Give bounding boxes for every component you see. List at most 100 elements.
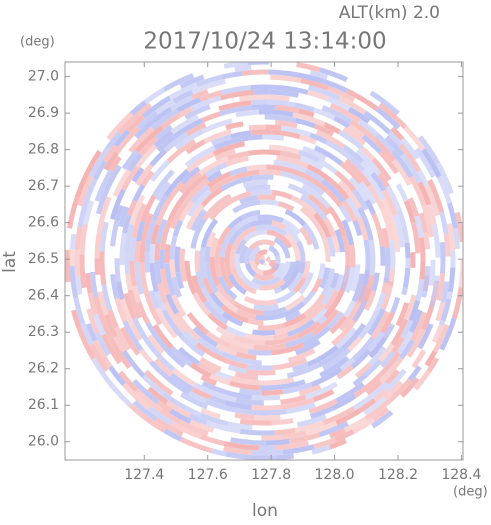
echo-segment [152,244,153,263]
echo-segment [249,127,266,128]
echo-segment [240,421,272,423]
echo-segment [320,264,323,279]
echo-segment [426,233,428,250]
echo-segment [253,411,286,413]
echo-segment [256,316,278,318]
x-tick-label: 128.2 [378,467,418,483]
echo-segment [246,371,275,373]
y-tick-label: 26.7 [28,178,59,194]
echo-segment [251,102,268,103]
echo-segment [248,152,280,153]
echo-segment [172,259,174,277]
echo-segment [391,240,393,269]
echo-segment [390,269,392,285]
y-tick-label: 27.0 [28,69,59,85]
echo-segment [261,437,282,438]
echo-segment [254,346,286,348]
echo-segment [248,351,271,353]
y-tick-label: 26.5 [28,251,59,267]
echo-segment [127,254,128,274]
echo-segment [236,400,264,403]
y-tick-label: 26.4 [28,288,59,304]
x-tick-label: 127.6 [188,467,228,483]
echo-segment [272,421,293,423]
echo-segment [251,132,272,133]
echo-segment [67,250,68,282]
echo-segment [257,197,275,198]
echo-segment [257,254,259,264]
echo-segment [246,336,273,338]
echo-segment [77,227,80,249]
x-tick-label: 127.8 [251,467,291,483]
echo-segment [132,261,135,286]
echo-segment [442,242,443,273]
echo-segment [386,248,388,283]
y-tick-label: 26.3 [28,324,59,340]
echo-segment [382,246,383,265]
y-tick-label: 26.6 [28,215,59,231]
echo-segment [157,243,158,260]
echo-segment [87,273,90,293]
echo-segment [421,238,423,261]
echo-segment [128,274,131,290]
echo-segment [254,417,281,418]
echo-segment [262,242,274,245]
echo-segment [232,250,234,267]
echo-segment [446,234,448,257]
echo-segment [267,258,268,262]
echo-segment [276,456,294,458]
echo-segment [265,441,289,443]
echo-segment [202,248,205,279]
echo-segment [97,258,98,274]
x-unit: (deg) [453,485,488,500]
echo-segment [365,270,368,285]
x-tick-label: 127.4 [124,467,164,483]
echo-segment [117,258,119,282]
echo-segment [207,247,209,263]
echo-segment [262,137,283,138]
echo-segment [82,255,84,288]
echo-segment [241,137,262,139]
echo-segment [157,260,160,283]
y-unit: (deg) [20,35,55,50]
echo-segment [259,252,267,254]
echo-segment [407,243,408,258]
echo-segment [268,72,297,75]
echo-segment [235,410,254,413]
echo-segment [122,233,125,265]
echo-segment [242,72,268,73]
x-tick-label: 128.4 [441,467,481,483]
echo-segment [167,244,168,263]
y-tick-label: 26.0 [28,434,59,450]
echo-segment [262,392,283,393]
echo-segment [260,202,279,204]
echo-segment [259,172,281,174]
echo-segment [212,451,227,454]
y-tick-label: 26.8 [28,142,59,158]
echo-segment [271,97,290,99]
echo-segment [366,240,368,270]
echo-segment [177,247,178,272]
echo-segment [137,241,138,262]
echo-segment [371,240,373,275]
echo-segment [251,87,277,88]
echo-segment [248,367,273,368]
echo-segment [270,260,273,266]
chart-title: 2017/10/24 13:14:00 [143,29,386,55]
y-tick-label: 26.1 [28,397,59,413]
echo-segment [254,306,278,308]
echo-segment [259,112,293,115]
echo-segment [252,107,276,108]
echo-segment [450,268,453,292]
echo-segment [455,228,457,249]
echo-segment [246,187,270,190]
echo-segment [182,249,185,282]
echo-segment [262,257,265,260]
echo-segment [251,192,272,193]
echo-segment [266,127,281,128]
echo-segment [253,177,274,178]
echo-segment [405,258,408,287]
y-tick-label: 26.9 [28,105,59,121]
echo-segment [250,457,275,458]
